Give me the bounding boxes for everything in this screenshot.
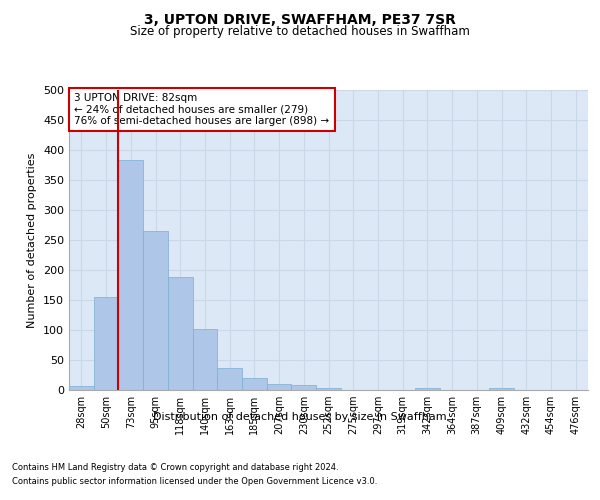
Text: Size of property relative to detached houses in Swaffham: Size of property relative to detached ho… xyxy=(130,25,470,38)
Text: Distribution of detached houses by size in Swaffham: Distribution of detached houses by size … xyxy=(153,412,447,422)
Bar xyxy=(168,277,193,390)
Bar xyxy=(143,231,168,390)
Bar xyxy=(193,330,217,390)
Bar xyxy=(94,297,118,390)
Bar xyxy=(415,388,440,390)
Y-axis label: Number of detached properties: Number of detached properties xyxy=(28,152,37,328)
Text: Contains public sector information licensed under the Open Government Licence v3: Contains public sector information licen… xyxy=(12,478,377,486)
Bar xyxy=(118,160,143,390)
Bar xyxy=(217,368,242,390)
Bar xyxy=(316,388,341,390)
Bar xyxy=(242,378,267,390)
Bar xyxy=(267,384,292,390)
Bar xyxy=(292,384,316,390)
Bar xyxy=(489,388,514,390)
Text: 3, UPTON DRIVE, SWAFFHAM, PE37 7SR: 3, UPTON DRIVE, SWAFFHAM, PE37 7SR xyxy=(144,12,456,26)
Bar xyxy=(69,386,94,390)
Text: Contains HM Land Registry data © Crown copyright and database right 2024.: Contains HM Land Registry data © Crown c… xyxy=(12,462,338,471)
Text: 3 UPTON DRIVE: 82sqm
← 24% of detached houses are smaller (279)
76% of semi-deta: 3 UPTON DRIVE: 82sqm ← 24% of detached h… xyxy=(74,93,329,126)
